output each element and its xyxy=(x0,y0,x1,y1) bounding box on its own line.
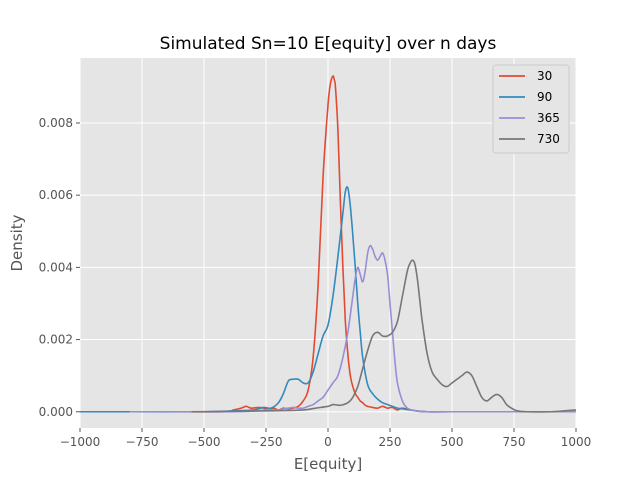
x-axis-ticks: −1000 −750 −500 −250 0 250 500 750 1000 xyxy=(60,428,592,449)
series-line-365 xyxy=(129,244,576,413)
x-tick-label: 0 xyxy=(324,435,332,449)
x-tick-label: 250 xyxy=(379,435,402,449)
legend: 30 90 365 730 xyxy=(492,64,570,154)
y-axis-ticks: 0.000 0.002 0.004 0.006 0.008 xyxy=(39,116,80,419)
x-tick-label: −250 xyxy=(250,435,283,449)
y-tick-label: 0.008 xyxy=(39,116,73,130)
series-line-90 xyxy=(80,186,576,413)
x-tick-label: 750 xyxy=(503,435,526,449)
x-tick-label: −1000 xyxy=(60,435,101,449)
legend-label-730: 730 xyxy=(537,132,560,146)
x-tick-label: 500 xyxy=(441,435,464,449)
y-tick-label: 0.002 xyxy=(39,333,73,347)
y-tick-label: 0.006 xyxy=(39,188,73,202)
series-line-30 xyxy=(80,75,576,413)
x-tick-label: −500 xyxy=(188,435,221,449)
grid-lines xyxy=(79,58,577,428)
y-axis-title: Density xyxy=(8,214,26,271)
legend-label-30: 30 xyxy=(537,69,552,83)
x-tick-label: −750 xyxy=(126,435,159,449)
x-tick-label: 1000 xyxy=(561,435,592,449)
y-tick-label: 0.004 xyxy=(39,260,73,274)
series-layer xyxy=(80,75,577,413)
legend-label-365: 365 xyxy=(537,111,560,125)
legend-label-90: 90 xyxy=(537,90,552,104)
y-tick-label: 0.000 xyxy=(39,405,73,419)
legend-box xyxy=(492,64,570,154)
chart-title: Simulated Sn=10 E[equity] over n days xyxy=(160,34,497,54)
series-line-730 xyxy=(191,259,577,413)
x-axis-title: E[equity] xyxy=(294,455,362,473)
